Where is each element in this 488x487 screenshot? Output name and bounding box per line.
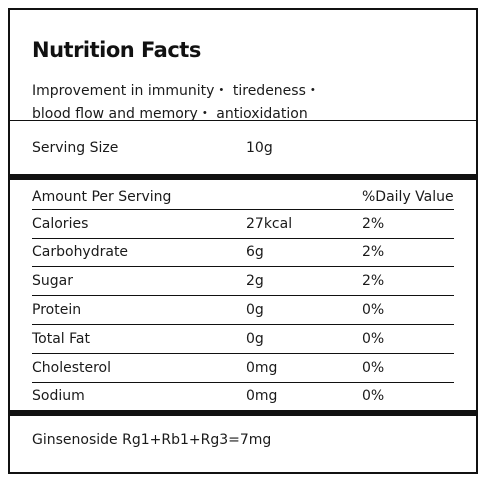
nutrient-daily-value: 0% xyxy=(362,302,385,318)
divider-thick-lower xyxy=(10,410,476,416)
nutrient-daily-value: 2% xyxy=(362,273,385,289)
nutrient-name: Sugar xyxy=(32,273,73,289)
row-divider xyxy=(32,382,454,383)
row-divider xyxy=(32,353,454,354)
nutrient-amount: 2g xyxy=(246,273,264,289)
nutrition-facts-panel: Nutrition Facts Improvement in immunity・… xyxy=(8,8,478,474)
nutrient-amount: 0g xyxy=(246,331,264,347)
nutrient-amount: 27kcal xyxy=(246,216,293,232)
nutrient-name: Calories xyxy=(32,216,89,232)
nutrient-daily-value: 0% xyxy=(362,331,385,347)
nutrient-daily-value: 0% xyxy=(362,388,385,404)
nutrient-name: Sodium xyxy=(32,388,85,404)
benefits-line-2: blood flow and memory・ antioxidation xyxy=(32,106,308,122)
divider-thick-upper xyxy=(10,174,476,180)
daily-value-header: %Daily Value xyxy=(362,189,454,205)
nutrient-name: Carbohydrate xyxy=(32,244,129,260)
serving-size-label: Serving Size xyxy=(32,140,119,156)
nutrition-title: Nutrition Facts xyxy=(32,38,201,62)
nutrient-daily-value: 0% xyxy=(362,360,385,376)
ginsenoside-content: Ginsenoside Rg1+Rb1+Rg3=7mg xyxy=(32,432,272,448)
row-divider xyxy=(32,238,454,239)
amount-per-serving-header: Amount Per Serving xyxy=(32,189,172,205)
row-divider xyxy=(32,324,454,325)
row-divider xyxy=(32,209,454,210)
nutrient-name: Total Fat xyxy=(32,331,90,347)
nutrient-daily-value: 2% xyxy=(362,244,385,260)
divider-top xyxy=(10,120,476,121)
nutrient-amount: 0g xyxy=(246,302,264,318)
nutrient-name: Protein xyxy=(32,302,82,318)
benefits-line-1: Improvement in immunity・ tiredeness・ xyxy=(32,83,320,99)
row-divider xyxy=(32,295,454,296)
nutrient-amount: 0mg xyxy=(246,388,278,404)
nutrient-amount: 0mg xyxy=(246,360,278,376)
serving-size-value: 10g xyxy=(246,140,273,156)
nutrient-name: Cholesterol xyxy=(32,360,112,376)
nutrient-daily-value: 2% xyxy=(362,216,385,232)
nutrient-amount: 6g xyxy=(246,244,264,260)
row-divider xyxy=(32,266,454,267)
